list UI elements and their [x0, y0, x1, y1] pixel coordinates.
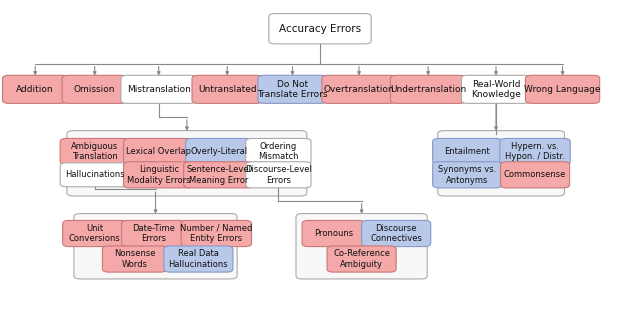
FancyBboxPatch shape: [122, 220, 186, 247]
Text: Real Data
Hallucinations: Real Data Hallucinations: [168, 249, 228, 269]
Text: Accuracy Errors: Accuracy Errors: [279, 24, 361, 34]
Text: Sentence-Level
Meaning Error: Sentence-Level Meaning Error: [186, 165, 252, 184]
Text: Ambiguous
Translation: Ambiguous Translation: [71, 142, 118, 161]
FancyBboxPatch shape: [433, 138, 502, 165]
Text: Discourse-Level
Errors: Discourse-Level Errors: [245, 165, 312, 184]
FancyBboxPatch shape: [60, 163, 129, 187]
FancyBboxPatch shape: [124, 138, 194, 165]
FancyBboxPatch shape: [62, 75, 127, 103]
FancyBboxPatch shape: [269, 14, 371, 44]
FancyBboxPatch shape: [500, 138, 570, 165]
Text: Lexical Overlap: Lexical Overlap: [126, 147, 191, 156]
FancyBboxPatch shape: [461, 75, 531, 103]
Text: Overtranslation: Overtranslation: [324, 85, 394, 94]
Text: Linguistic
Modality Errors: Linguistic Modality Errors: [127, 165, 191, 184]
Text: Overly-Literal: Overly-Literal: [190, 147, 248, 156]
FancyBboxPatch shape: [60, 138, 129, 165]
FancyBboxPatch shape: [362, 220, 431, 247]
FancyBboxPatch shape: [246, 162, 311, 188]
FancyBboxPatch shape: [500, 162, 570, 188]
FancyBboxPatch shape: [322, 75, 396, 103]
FancyBboxPatch shape: [74, 214, 237, 279]
FancyBboxPatch shape: [438, 131, 564, 196]
Text: Hypern. vs.
Hypon. / Distr.: Hypern. vs. Hypon. / Distr.: [505, 142, 565, 161]
FancyBboxPatch shape: [121, 75, 196, 103]
Text: Mistranslation: Mistranslation: [127, 85, 191, 94]
Text: Discourse
Connectives: Discourse Connectives: [370, 224, 422, 243]
Text: Undertranslation: Undertranslation: [390, 85, 467, 94]
FancyBboxPatch shape: [296, 214, 428, 279]
FancyBboxPatch shape: [186, 138, 252, 165]
Text: Entailment: Entailment: [444, 147, 490, 156]
Text: Pronouns: Pronouns: [314, 229, 353, 238]
FancyBboxPatch shape: [181, 220, 252, 247]
FancyBboxPatch shape: [184, 162, 254, 188]
FancyBboxPatch shape: [67, 131, 307, 196]
Text: Number / Named
Entity Errors: Number / Named Entity Errors: [180, 224, 253, 243]
Text: Omission: Omission: [74, 85, 115, 94]
Text: Nonsense
Words: Nonsense Words: [114, 249, 155, 269]
Text: Co-Reference
Ambiguity: Co-Reference Ambiguity: [333, 249, 390, 269]
FancyBboxPatch shape: [433, 162, 502, 188]
Text: Hallucinations: Hallucinations: [65, 170, 125, 179]
FancyBboxPatch shape: [102, 246, 166, 272]
Text: Ordering
Mismatch: Ordering Mismatch: [258, 142, 299, 161]
Text: Addition: Addition: [17, 85, 54, 94]
FancyBboxPatch shape: [525, 75, 600, 103]
FancyBboxPatch shape: [164, 246, 233, 272]
FancyBboxPatch shape: [63, 220, 127, 247]
FancyBboxPatch shape: [124, 162, 194, 188]
FancyBboxPatch shape: [302, 220, 365, 247]
Text: Commonsense: Commonsense: [504, 170, 566, 179]
Text: Real-World
Knowledge: Real-World Knowledge: [471, 80, 521, 99]
Text: Wrong Language: Wrong Language: [524, 85, 601, 94]
FancyBboxPatch shape: [192, 75, 262, 103]
Text: Do Not
Translate Errors: Do Not Translate Errors: [257, 80, 328, 99]
Text: Date-Time
Errors: Date-Time Errors: [132, 224, 175, 243]
Text: Unit
Conversions: Unit Conversions: [69, 224, 120, 243]
FancyBboxPatch shape: [327, 246, 396, 272]
FancyBboxPatch shape: [3, 75, 68, 103]
Text: Synonyms vs.
Antonyms: Synonyms vs. Antonyms: [438, 165, 497, 184]
FancyBboxPatch shape: [390, 75, 466, 103]
FancyBboxPatch shape: [246, 138, 311, 165]
Text: Untranslated: Untranslated: [198, 85, 257, 94]
FancyBboxPatch shape: [258, 75, 327, 103]
